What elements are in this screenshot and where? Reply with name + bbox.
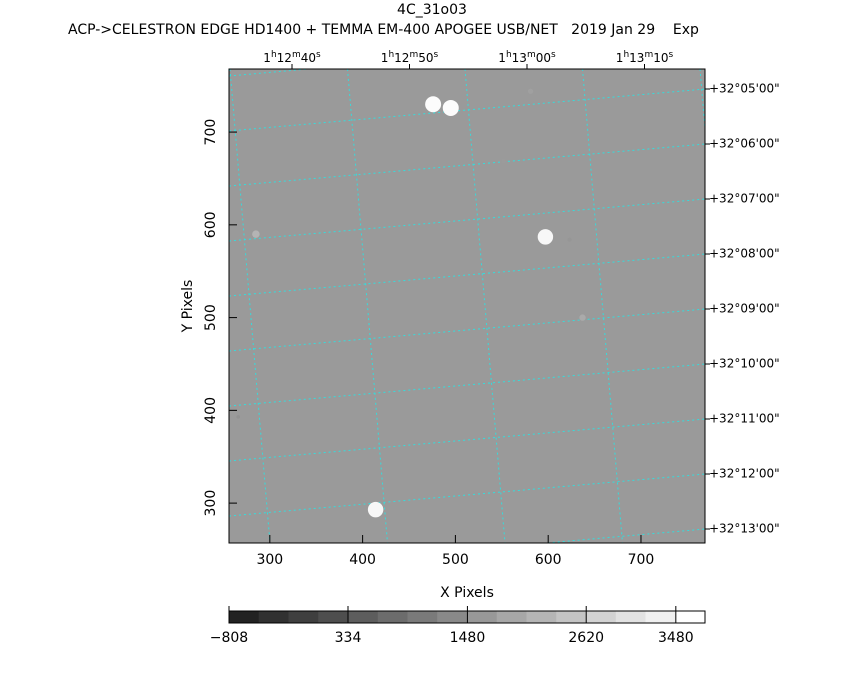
source: [236, 415, 241, 419]
chart-title: 4C_31o03: [397, 2, 467, 18]
ra-tick-label: 1h12m40s: [263, 50, 321, 65]
colorbar-step: [377, 611, 408, 623]
colorbar-step: [407, 611, 438, 623]
ra-grid-line: [0, 69, 35, 543]
colorbar-tick-label: 1480: [450, 630, 486, 646]
colorbar-step: [288, 611, 319, 623]
x-tick-label: 300: [256, 552, 283, 568]
source: [537, 229, 554, 245]
dec-tick-label: +32°10'00": [709, 357, 780, 371]
y-tick-label: 400: [203, 397, 219, 424]
ra-grid-line: [582, 69, 623, 543]
colorbar-step: [437, 611, 468, 623]
y-tick-label: 700: [203, 119, 219, 146]
colorbar-tick-label: −808: [210, 630, 248, 646]
colorbar-tick-label: 334: [335, 630, 362, 646]
source: [567, 237, 572, 242]
ra-grid-line: [464, 69, 506, 543]
colorbar-step: [229, 611, 260, 623]
dec-tick-label: +32°07'00": [709, 192, 780, 206]
colorbar-tick-label: 3480: [658, 630, 694, 646]
source: [501, 158, 506, 164]
ra-grid-line: [818, 69, 850, 543]
source: [367, 501, 384, 518]
dec-tick-label: +32°05'00": [709, 82, 780, 96]
image-background: [229, 69, 705, 543]
colorbar-step: [675, 611, 706, 623]
y-tick-label: 500: [203, 304, 219, 331]
x-tick-label: 500: [442, 552, 469, 568]
x-tick-label: 400: [349, 552, 376, 568]
dec-tick-label: +32°08'00": [709, 247, 780, 261]
plot-frame: [228, 68, 706, 544]
source: [252, 230, 260, 238]
x-tick-label: 600: [535, 552, 562, 568]
ra-grid-line: [229, 69, 271, 543]
colorbar-step: [615, 611, 646, 623]
source: [442, 99, 459, 116]
ra-tick-label: 1h13m00s: [498, 50, 556, 65]
x-tick-label: 700: [628, 552, 655, 568]
dec-tick-label: +32°06'00": [709, 137, 780, 151]
dec-tick-label: +32°11'00": [709, 412, 780, 426]
dec-tick-label: +32°12'00": [709, 467, 780, 481]
source: [425, 96, 442, 113]
dec-tick-label: +32°09'00": [709, 302, 780, 316]
ra-grid-line: [347, 69, 388, 543]
ra-grid-line: [113, 69, 153, 543]
colorbar-step: [258, 611, 289, 623]
source: [579, 314, 586, 321]
y-tick-label: 300: [203, 490, 219, 517]
y-tick-label: 600: [203, 211, 219, 238]
x-axis-label: X Pixels: [440, 585, 494, 601]
chart-subtitle: ACP->CELESTRON EDGE HD1400 + TEMMA EM-40…: [68, 22, 699, 38]
dec-tick-label: +32°13'00": [709, 522, 780, 536]
colorbar-step: [348, 611, 379, 623]
colorbar-step: [467, 611, 498, 623]
colorbar-tick-label: 2620: [568, 630, 604, 646]
colorbar-step: [496, 611, 527, 623]
y-axis-label: Y Pixels: [180, 280, 196, 334]
colorbar-step: [556, 611, 587, 623]
colorbar-step: [526, 611, 557, 623]
colorbar-step: [586, 611, 617, 623]
source: [527, 88, 534, 94]
colorbar-step: [318, 611, 349, 623]
colorbar-step: [645, 611, 676, 623]
ra-tick-label: 1h12m50s: [381, 50, 439, 65]
ra-tick-label: 1h13m10s: [616, 50, 674, 65]
